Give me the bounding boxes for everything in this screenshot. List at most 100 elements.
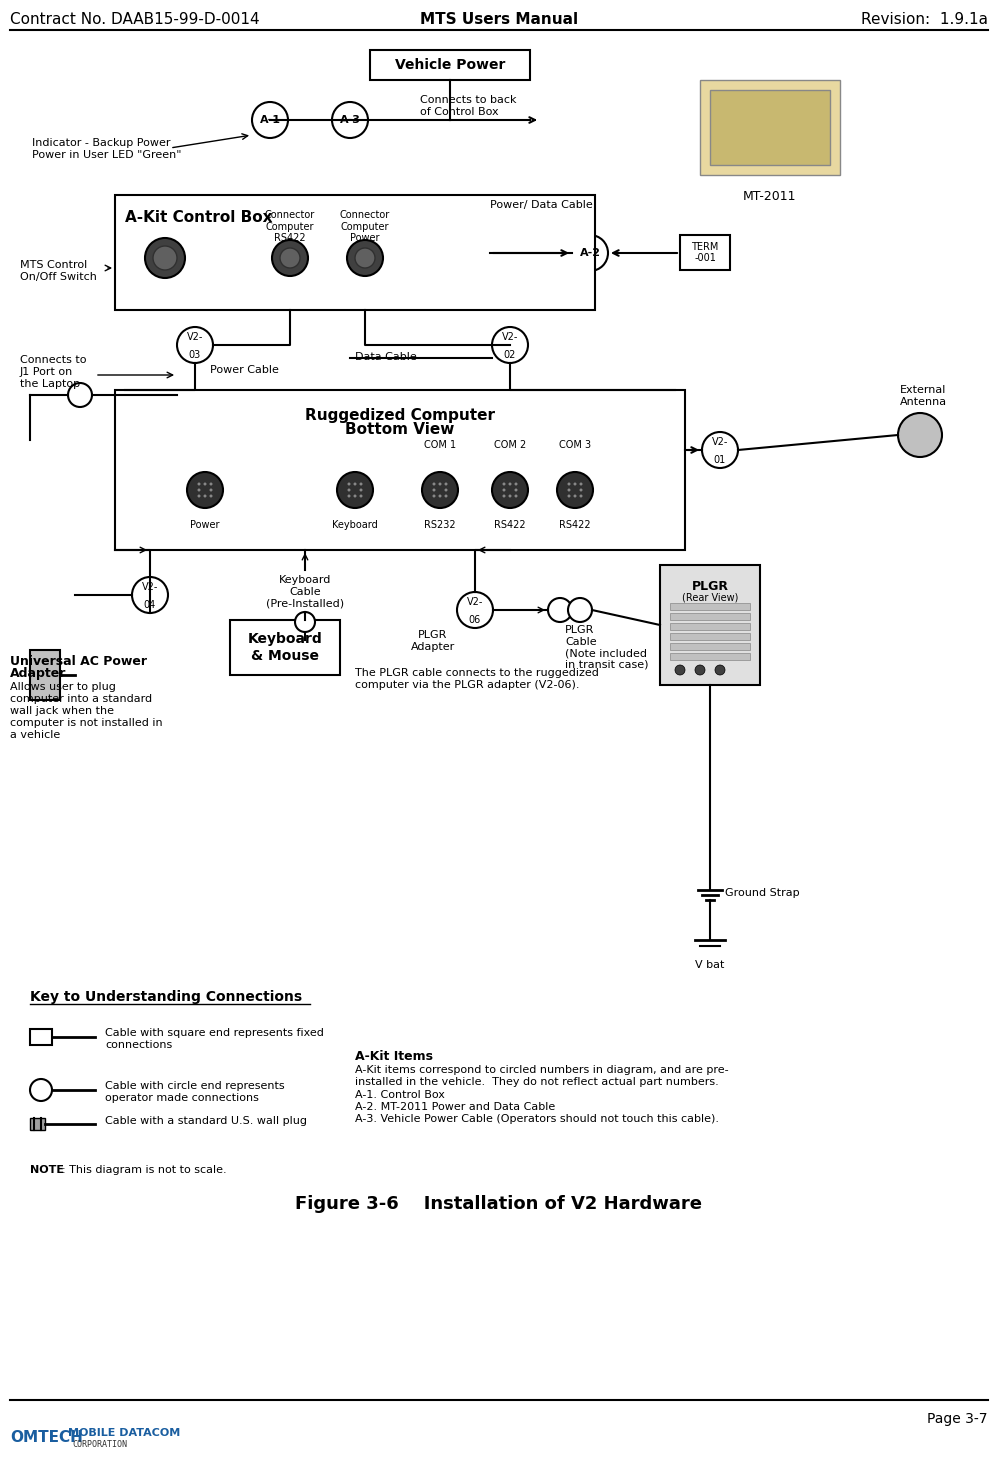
Text: V2-: V2- — [712, 437, 729, 447]
Circle shape — [574, 495, 577, 498]
Text: Antenna: Antenna — [900, 397, 947, 407]
FancyBboxPatch shape — [370, 50, 530, 80]
Text: MT-2011: MT-2011 — [744, 190, 796, 203]
Text: 06: 06 — [469, 615, 481, 625]
FancyBboxPatch shape — [115, 196, 595, 310]
Text: of Control Box: of Control Box — [420, 107, 499, 117]
Text: V2-: V2- — [142, 583, 159, 591]
Circle shape — [457, 591, 493, 628]
Text: Revision:  1.9.1a: Revision: 1.9.1a — [861, 12, 988, 26]
Text: V2-: V2- — [187, 331, 204, 342]
Circle shape — [204, 495, 207, 498]
Circle shape — [359, 482, 362, 486]
Circle shape — [438, 495, 441, 498]
Circle shape — [503, 489, 506, 492]
Circle shape — [503, 482, 506, 486]
Text: A-3. Vehicle Power Cable (Operators should not touch this cable).: A-3. Vehicle Power Cable (Operators shou… — [355, 1114, 719, 1124]
Text: a vehicle: a vehicle — [10, 730, 60, 740]
Circle shape — [355, 248, 375, 269]
Text: computer via the PLGR adapter (V2-06).: computer via the PLGR adapter (V2-06). — [355, 680, 580, 691]
Text: OMTECH: OMTECH — [10, 1429, 83, 1445]
Text: 04: 04 — [144, 600, 156, 610]
Text: Connects to: Connects to — [20, 355, 87, 365]
Text: Cable with circle end represents
operator made connections: Cable with circle end represents operato… — [105, 1080, 284, 1102]
Circle shape — [210, 495, 213, 498]
Circle shape — [515, 489, 518, 492]
Text: COM 1: COM 1 — [424, 439, 456, 450]
Bar — [670, 653, 750, 660]
Text: A-2: A-2 — [580, 248, 601, 258]
Text: : This diagram is not to scale.: : This diagram is not to scale. — [62, 1165, 227, 1175]
Text: Ruggedized Computer: Ruggedized Computer — [305, 407, 495, 423]
Circle shape — [432, 495, 435, 498]
Bar — [670, 642, 750, 650]
Text: Bottom View: Bottom View — [345, 422, 455, 437]
Circle shape — [568, 482, 571, 486]
Text: V bat: V bat — [696, 961, 725, 969]
Circle shape — [132, 577, 168, 613]
Circle shape — [204, 482, 207, 486]
Text: computer into a standard: computer into a standard — [10, 694, 152, 704]
Circle shape — [347, 239, 383, 276]
Text: RS232: RS232 — [424, 520, 456, 530]
Text: PLGR
Adapter: PLGR Adapter — [411, 631, 455, 651]
Text: A-3: A-3 — [339, 115, 360, 126]
Circle shape — [252, 102, 288, 139]
Text: COM 3: COM 3 — [559, 439, 591, 450]
Text: Figure 3-6    Installation of V2 Hardware: Figure 3-6 Installation of V2 Hardware — [295, 1194, 703, 1213]
Text: Ground Strap: Ground Strap — [725, 888, 799, 898]
Text: CORPORATION: CORPORATION — [72, 1440, 127, 1448]
Text: 03: 03 — [189, 350, 202, 361]
Circle shape — [515, 495, 518, 498]
Text: Keyboard: Keyboard — [332, 520, 378, 530]
Circle shape — [568, 599, 592, 622]
Circle shape — [568, 495, 571, 498]
Text: Universal AC Power: Universal AC Power — [10, 656, 147, 669]
Circle shape — [145, 238, 185, 277]
Text: Cable with a standard U.S. wall plug: Cable with a standard U.S. wall plug — [105, 1115, 307, 1126]
Text: TERM
-001: TERM -001 — [692, 242, 719, 263]
Text: V2-: V2- — [502, 331, 518, 342]
Bar — [700, 80, 840, 175]
Text: On/Off Switch: On/Off Switch — [20, 272, 97, 282]
Circle shape — [580, 482, 583, 486]
Circle shape — [444, 489, 447, 492]
Circle shape — [337, 472, 373, 508]
FancyBboxPatch shape — [115, 390, 685, 550]
Bar — [30, 1118, 45, 1130]
Text: Power in User LED "Green": Power in User LED "Green" — [32, 150, 182, 161]
Text: Power Cable: Power Cable — [210, 365, 278, 375]
Text: Indicator - Backup Power: Indicator - Backup Power — [32, 139, 171, 147]
Text: A-1. Control Box: A-1. Control Box — [355, 1091, 445, 1099]
Text: COM 2: COM 2 — [494, 439, 526, 450]
Circle shape — [898, 413, 942, 457]
Circle shape — [210, 489, 213, 492]
Circle shape — [432, 489, 435, 492]
Circle shape — [572, 235, 608, 272]
Text: MOBILE DATACOM: MOBILE DATACOM — [68, 1428, 181, 1438]
Text: Vehicle Power: Vehicle Power — [395, 58, 505, 72]
Text: A-Kit Control Box: A-Kit Control Box — [125, 210, 272, 225]
Circle shape — [702, 432, 738, 469]
Text: MTS Users Manual: MTS Users Manual — [420, 12, 578, 26]
Circle shape — [347, 495, 350, 498]
Text: PLGR
Cable
(Note included
in transit case): PLGR Cable (Note included in transit cas… — [565, 625, 649, 670]
Circle shape — [432, 482, 435, 486]
Bar — [670, 634, 750, 639]
Circle shape — [353, 482, 356, 486]
Circle shape — [280, 248, 300, 269]
Circle shape — [580, 495, 583, 498]
Text: Keyboard
& Mouse: Keyboard & Mouse — [248, 632, 322, 663]
Text: Allows user to plug: Allows user to plug — [10, 682, 116, 692]
Circle shape — [574, 482, 577, 486]
Text: A-Kit Items: A-Kit Items — [355, 1050, 433, 1063]
Circle shape — [444, 495, 447, 498]
Circle shape — [548, 599, 572, 622]
Text: (Rear View): (Rear View) — [682, 593, 739, 603]
Circle shape — [198, 495, 201, 498]
Text: The PLGR cable connects to the ruggedized: The PLGR cable connects to the ruggedize… — [355, 669, 599, 677]
Circle shape — [198, 482, 201, 486]
Circle shape — [503, 495, 506, 498]
Text: the Laptop: the Laptop — [20, 380, 80, 388]
Bar — [660, 565, 760, 685]
